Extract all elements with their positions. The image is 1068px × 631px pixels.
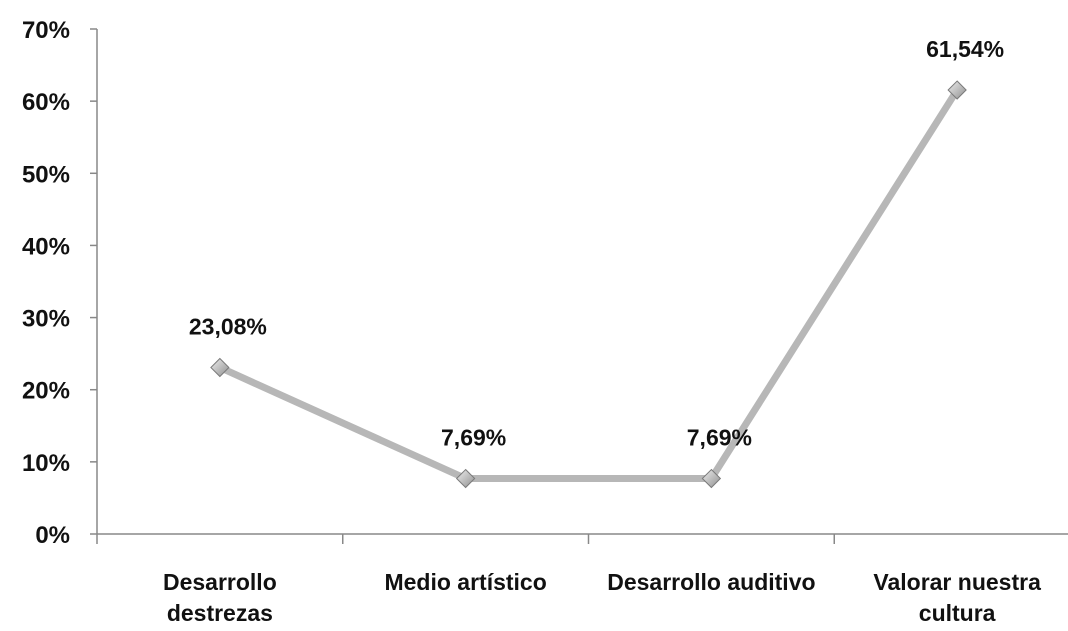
y-tick-label: 10% xyxy=(22,450,70,477)
data-label: 23,08% xyxy=(189,313,267,339)
y-tick-label: 30% xyxy=(22,306,70,333)
x-tick-label: Desarrollo xyxy=(163,569,277,595)
data-point-marker xyxy=(701,468,722,489)
series-line xyxy=(216,86,961,483)
data-point-marker xyxy=(947,80,967,100)
x-tick-label-group: Desarrollo auditivo xyxy=(607,569,815,595)
x-tick-label: Medio artístico xyxy=(384,569,546,595)
y-tick-label: 70% xyxy=(22,17,70,44)
data-point-marker xyxy=(455,468,476,489)
x-tick-label: Desarrollo auditivo xyxy=(607,569,815,595)
x-tick-label-group: Valorar nuestra cultura xyxy=(873,569,1041,626)
data-label: 61,54% xyxy=(926,36,1004,62)
y-tick-label: 60% xyxy=(22,89,70,116)
data-label: 7,69% xyxy=(687,425,752,451)
y-tick-label: 20% xyxy=(22,378,70,405)
data-label: 7,69% xyxy=(441,425,506,451)
y-tick-label: 40% xyxy=(22,233,70,260)
y-tick-label: 0% xyxy=(35,522,70,549)
x-tick-label-group: Desarrollo destrezas xyxy=(163,569,277,626)
data-point-marker xyxy=(210,357,230,378)
x-tick-label: cultura xyxy=(919,600,996,626)
series-layer xyxy=(210,80,967,489)
x-tick-label-group: Medio artístico xyxy=(384,569,546,595)
data-labels-layer: 23,08% 7,69% 7,69% 61,54% xyxy=(189,36,1004,450)
axes: 0% 10% 20% 30% 40% 50% 60% 70% Desarrollo destrez… xyxy=(22,17,1068,626)
x-tick-label: Valorar nuestra xyxy=(873,569,1041,595)
y-tick-label: 50% xyxy=(22,161,70,188)
x-tick-label: destrezas xyxy=(167,600,273,626)
